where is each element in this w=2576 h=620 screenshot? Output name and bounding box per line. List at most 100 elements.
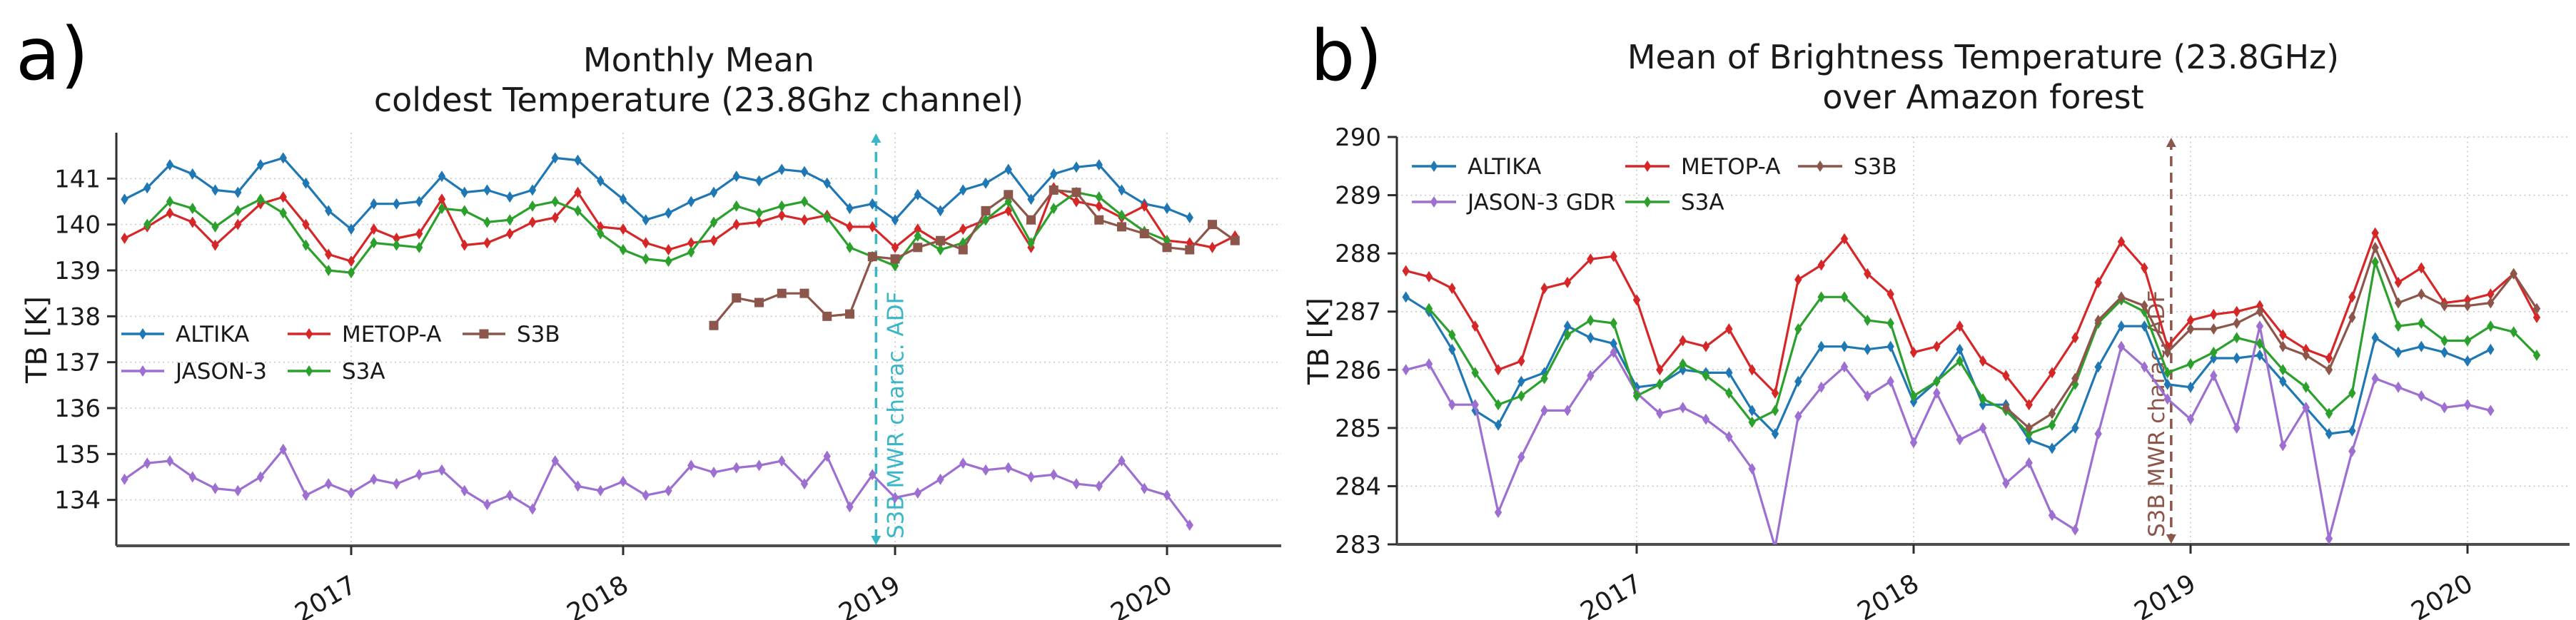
data-point [1864,343,1872,355]
data-point [1517,451,1525,463]
data-point [754,298,764,308]
data-point [2394,381,2403,393]
data-point [438,193,446,205]
data-point [1748,364,1756,376]
data-point [1072,478,1081,490]
annotation-b: S3B MWR charac. ADF [2144,138,2176,544]
data-point [415,469,423,481]
data-point [2117,235,2126,248]
data-point [687,246,695,258]
data-point [1840,340,1849,352]
chart-b-title: Mean of Brightness Temperature (23.8GHz)… [1397,37,2570,117]
data-point [981,177,990,189]
data-point [1817,291,1825,303]
data-point [1004,205,1012,217]
data-point [845,309,854,319]
data-point [755,459,763,472]
series-line [2005,246,2538,430]
data-point [619,193,627,205]
data-point [1656,407,1664,420]
data-point [1494,507,1502,519]
legend-marker [1643,161,1652,172]
data-point [1494,399,1502,411]
data-point [506,214,514,226]
data-point [1186,519,1193,532]
data-point [2463,399,2472,411]
legend-marker [1643,196,1652,208]
data-point [438,171,446,183]
x-tick-label: 2020 [2407,569,2478,620]
data-point [1471,320,1479,332]
data-point [1425,303,1433,315]
data-point [665,484,672,497]
data-point [1072,195,1081,208]
data-point [665,207,672,219]
data-point [867,252,877,262]
data-point [869,220,877,233]
data-point [2048,509,2056,522]
data-point [1494,364,1502,376]
data-point [823,450,831,462]
data-point [1956,320,1964,332]
data-point [415,241,423,253]
x-tick-label: 2019 [2130,569,2201,620]
data-point [709,216,718,228]
data-point [302,489,310,502]
data-point [2256,337,2264,350]
data-point [574,480,582,492]
data-point [1027,471,1035,483]
data-point [551,454,559,467]
grid-a [116,133,1281,546]
legend-label: JASON-3 GDR [1466,190,1615,215]
legend-label: S3B [517,322,560,347]
data-point [2487,297,2495,309]
data-point [914,487,921,499]
data-point [2418,262,2425,274]
data-point [2117,340,2126,352]
series-line [123,156,1191,230]
data-point [1027,193,1035,205]
data-point [2163,378,2171,390]
legend-marker [1430,196,1438,208]
series-line [123,186,1236,263]
data-point [1610,250,1617,263]
data-point [619,223,627,235]
data-point [1771,387,1779,399]
data-point [2025,428,2033,440]
series-line [1405,295,2492,449]
data-point [936,244,944,256]
data-point [483,237,491,249]
series-line [712,188,1236,327]
annotation-label: S3B MWR charac. ADF [2144,290,2170,537]
data-point [2071,524,2079,536]
data-point [2186,323,2195,335]
y-tick-label: 134 [54,487,101,515]
data-point [619,475,627,487]
legend-item-JASON-3-GDR: JASON-3 GDR [1412,190,1615,215]
legend-b: ALTIKA JASON-3 GDR METOP-A S3A S3B [1412,154,1897,215]
series-S3B-b [2002,241,2541,434]
series-line [123,448,1191,527]
data-point [211,239,219,251]
data-point [2371,332,2379,344]
data-point [2418,288,2425,300]
data-point [2002,370,2010,382]
axes-a: 134 135 136 137 138 139 140 141 2017 2018 2019 2020 [54,133,1281,620]
data-point [2256,320,2264,332]
data-point [2002,477,2010,489]
data-point [1230,235,1240,245]
data-point [1794,410,1802,422]
data-point [597,228,605,240]
data-point [2302,402,2310,414]
data-point [347,267,355,279]
data-point [1771,428,1779,440]
data-point [1402,265,1410,277]
data-point [709,320,719,330]
data-point [1448,329,1456,341]
data-point [2256,349,2264,361]
series-line [1405,232,2538,406]
data-point [1771,405,1779,417]
data-point [823,177,831,189]
data-point [2186,413,2195,425]
data-point [2348,445,2356,457]
